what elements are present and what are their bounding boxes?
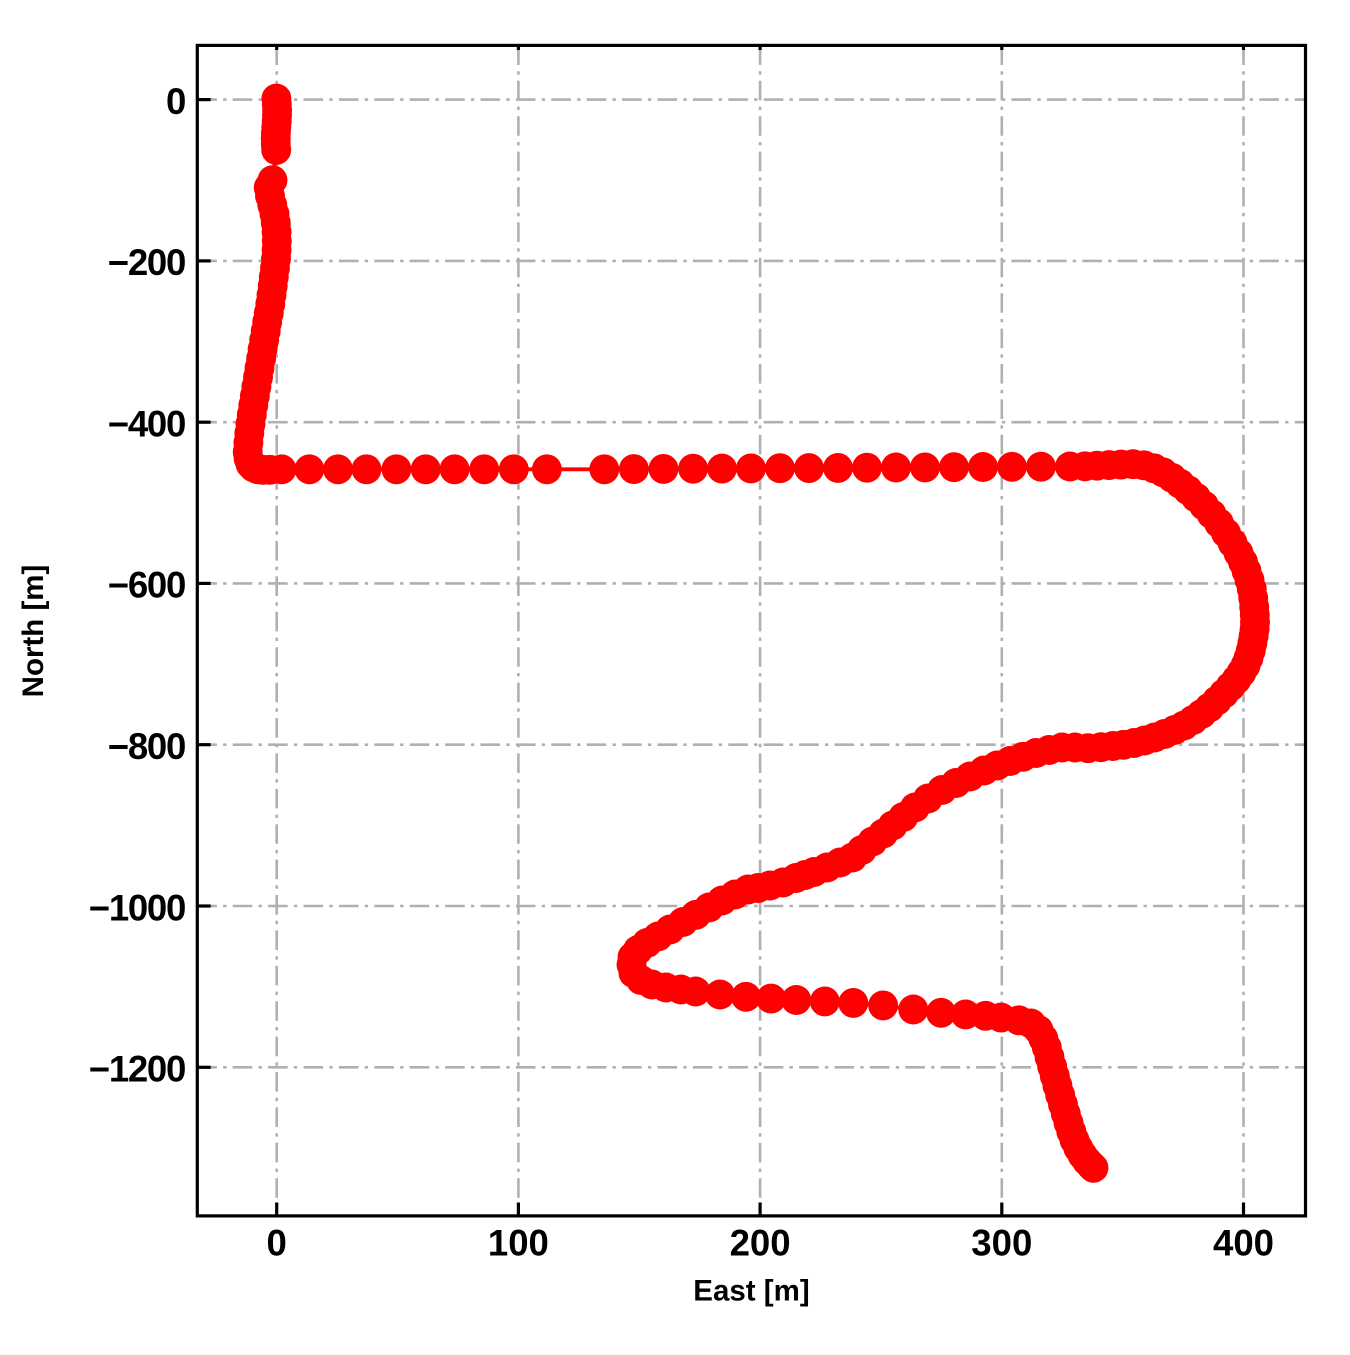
svg-text:400: 400 — [1213, 1223, 1274, 1264]
svg-text:−1000: −1000 — [89, 887, 185, 928]
svg-text:−200: −200 — [108, 242, 185, 283]
svg-text:−800: −800 — [108, 726, 185, 767]
svg-text:200: 200 — [730, 1223, 791, 1264]
svg-text:−600: −600 — [108, 565, 185, 606]
svg-text:East [m]: East [m] — [693, 1275, 809, 1308]
svg-text:−400: −400 — [108, 404, 185, 445]
svg-text:North [m]: North [m] — [17, 565, 50, 698]
svg-text:100: 100 — [488, 1223, 549, 1264]
svg-text:300: 300 — [971, 1223, 1032, 1264]
svg-text:0: 0 — [166, 81, 185, 122]
svg-text:0: 0 — [267, 1223, 287, 1264]
svg-text:−1200: −1200 — [89, 1049, 185, 1090]
